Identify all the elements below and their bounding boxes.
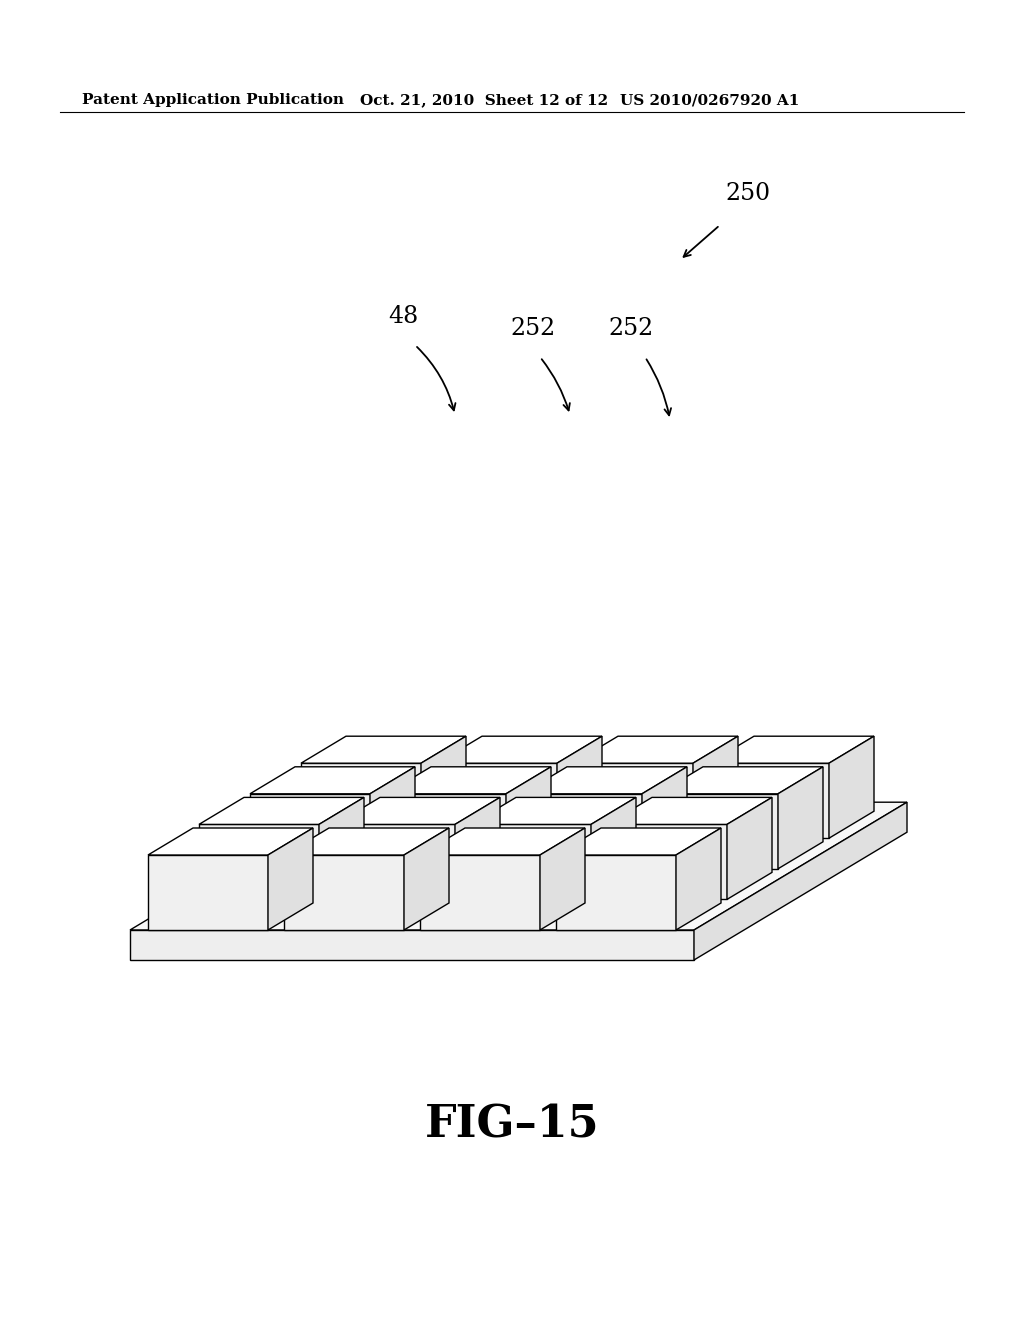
Polygon shape [386,767,551,793]
Polygon shape [370,767,415,869]
Polygon shape [437,763,557,838]
Polygon shape [420,828,585,855]
Polygon shape [386,793,506,869]
Polygon shape [607,797,772,825]
Polygon shape [573,763,693,838]
Polygon shape [301,737,466,763]
Polygon shape [250,767,415,793]
Polygon shape [522,793,642,869]
Polygon shape [437,737,602,763]
Polygon shape [658,767,823,793]
Polygon shape [148,828,313,855]
Text: US 2010/0267920 A1: US 2010/0267920 A1 [620,92,800,107]
Polygon shape [658,793,778,869]
Polygon shape [250,793,370,869]
Polygon shape [284,855,404,931]
Polygon shape [404,828,449,931]
Text: Oct. 21, 2010  Sheet 12 of 12: Oct. 21, 2010 Sheet 12 of 12 [360,92,608,107]
Polygon shape [319,797,364,899]
Polygon shape [693,737,738,838]
Polygon shape [540,828,585,931]
Text: FIG–15: FIG–15 [425,1104,599,1147]
Text: 250: 250 [725,182,770,205]
Polygon shape [676,828,721,931]
Polygon shape [471,797,636,825]
Polygon shape [642,767,687,869]
Polygon shape [199,825,319,899]
Polygon shape [522,767,687,793]
Polygon shape [335,825,455,899]
Text: 48: 48 [388,305,418,327]
Text: Patent Application Publication: Patent Application Publication [82,92,344,107]
Polygon shape [573,737,738,763]
Polygon shape [557,737,602,838]
Polygon shape [709,763,829,838]
Polygon shape [709,737,874,763]
Polygon shape [506,767,551,869]
Polygon shape [148,855,268,931]
Polygon shape [471,825,591,899]
Text: 252: 252 [510,317,555,341]
Polygon shape [335,797,500,825]
Polygon shape [607,825,727,899]
Polygon shape [591,797,636,899]
Polygon shape [556,855,676,931]
Polygon shape [268,828,313,931]
Polygon shape [130,931,694,960]
Polygon shape [420,855,540,931]
Polygon shape [829,737,874,838]
Polygon shape [778,767,823,869]
Text: 252: 252 [608,317,653,341]
Polygon shape [556,828,721,855]
Polygon shape [727,797,772,899]
Polygon shape [455,797,500,899]
Polygon shape [199,797,364,825]
Polygon shape [284,828,449,855]
Polygon shape [130,803,907,931]
Polygon shape [421,737,466,838]
Polygon shape [301,763,421,838]
Polygon shape [694,803,907,960]
